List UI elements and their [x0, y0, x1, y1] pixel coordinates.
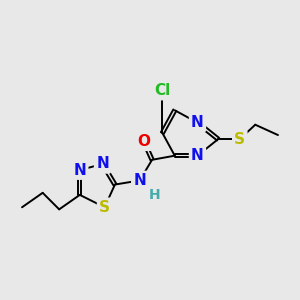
Text: S: S [99, 200, 110, 215]
Text: Cl: Cl [154, 83, 170, 98]
Text: O: O [137, 134, 150, 149]
Text: N: N [191, 148, 204, 163]
Text: N: N [191, 115, 204, 130]
Text: N: N [133, 173, 146, 188]
Text: H: H [148, 188, 160, 202]
Text: N: N [96, 156, 109, 171]
Text: N: N [74, 163, 86, 178]
Text: S: S [234, 132, 245, 147]
